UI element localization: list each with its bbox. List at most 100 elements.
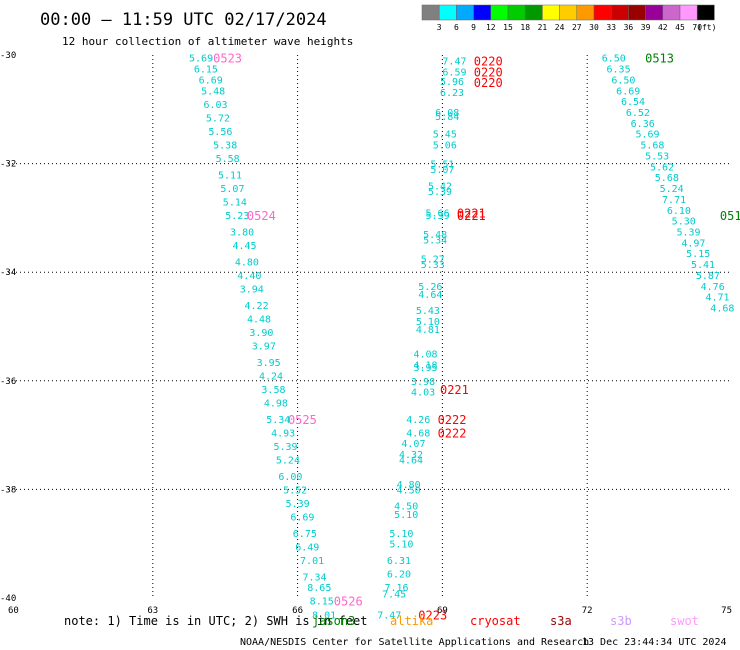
wave-height-value: 5.06	[433, 141, 457, 152]
wave-height-value: 4.80	[235, 257, 259, 268]
wave-height-value: 6.08	[435, 108, 459, 119]
colorbar-swatch	[576, 4, 595, 21]
wave-height-value: 6.54	[621, 97, 645, 108]
wave-height-value: 8.01	[312, 610, 336, 621]
wave-height-value: 5.11	[218, 170, 242, 181]
colorbar-label: 70	[692, 23, 702, 32]
wave-height-value: 5.48	[201, 86, 225, 97]
wave-height-value: 5.38	[213, 141, 237, 152]
wave-height-value: 3.97	[252, 342, 276, 353]
colorbar-swatch	[473, 4, 492, 21]
wave-height-value: 5.34	[423, 236, 447, 247]
wave-height-value: 5.23	[225, 211, 249, 222]
wave-height-value: 5.68	[640, 141, 664, 152]
wave-height-value: 5.43	[416, 306, 440, 317]
wave-height-value: 7.01	[300, 556, 324, 567]
satellite-legend-jason3: jason3	[312, 614, 355, 628]
x-tick-label: 75	[721, 606, 732, 616]
wave-height-value: 3.80	[230, 227, 254, 238]
pass-time-label: 0220	[474, 54, 503, 68]
wave-height-value: 5.68	[655, 173, 679, 184]
wave-height-value: 3.94	[240, 284, 264, 295]
wave-height-value: 4.76	[701, 282, 725, 293]
wave-height-value: 4.50	[394, 502, 418, 513]
y-tick-label: -38	[0, 485, 16, 495]
wave-height-value: 3.95	[413, 363, 437, 374]
wave-height-value: 5.10	[394, 510, 418, 521]
wave-height-value: 5.39	[428, 187, 452, 198]
wave-height-value: 5.62	[650, 162, 674, 173]
colorbar-swatch	[559, 4, 578, 21]
wave-height-value: 5.45	[433, 130, 457, 141]
colorbar-label: 12	[486, 23, 496, 32]
track-track-a: 5.696.156.695.486.035.725.565.385.585.11…	[189, 54, 336, 622]
footer-credit: NOAA/NESDIS Center for Satellite Applica…	[240, 637, 589, 648]
wave-height-value: 5.34	[266, 415, 290, 426]
colorbar-swatch	[696, 4, 715, 21]
colorbar-label: 24	[555, 23, 565, 32]
wave-height-value: 5.42	[428, 181, 452, 192]
colorbar-swatch	[490, 4, 509, 21]
wave-height-value: 6.69	[616, 86, 640, 97]
x-tick-label: 63	[147, 606, 158, 616]
wave-height-value: 4.98	[264, 399, 288, 410]
wave-height-value: 4.08	[413, 350, 437, 361]
pass-time-label: 0222	[438, 426, 467, 440]
pass-time-label: 0220	[474, 65, 503, 79]
wave-height-value: 5.10	[416, 317, 440, 328]
chart-subtitle: 12 hour collection of altimeter wave hei…	[62, 35, 353, 48]
wave-height-value: 5.39	[677, 227, 701, 238]
wave-height-value: 4.32	[399, 450, 423, 461]
wave-height-value: 6.49	[295, 542, 319, 553]
wave-height-value: 5.69	[635, 130, 659, 141]
wave-height-value: 5.27	[421, 255, 445, 266]
colorbar-swatch	[421, 4, 440, 21]
wave-height-value: 6.59	[442, 67, 466, 78]
colorbar-label: 33	[606, 23, 616, 32]
wave-height-value: 4.64	[418, 290, 442, 301]
wave-height-value: 4.68	[406, 428, 430, 439]
x-tick-label: 69	[437, 606, 448, 616]
x-tick-label: 60	[8, 606, 19, 616]
pass-time-label: 0220	[474, 76, 503, 90]
wave-height-value: 5.41	[691, 260, 715, 271]
wave-height-value: 6.50	[602, 54, 626, 65]
wave-height-value: 5.69	[189, 54, 213, 65]
wave-height-value: 7.16	[384, 583, 408, 594]
wave-height-value: 8.65	[307, 583, 331, 594]
track-track-b: 7.476.595.966.236.085.845.455.065.515.07…	[377, 56, 466, 621]
wave-height-value: 6.69	[290, 513, 314, 524]
wave-height-value: 5.52	[283, 485, 307, 496]
satellite-legend: jason3 altika cryosat s3a s3b swot	[312, 614, 699, 628]
pass-time-label: 0513	[645, 52, 674, 66]
wave-height-value: 7.34	[302, 572, 326, 583]
satellite-legend-s3b: s3b	[610, 614, 632, 628]
wave-height-value: 4.50	[397, 485, 421, 496]
wave-height-value: 5.51	[430, 160, 454, 171]
wave-height-value: 4.40	[237, 271, 261, 282]
wave-height-value: 6.69	[199, 75, 223, 86]
satellite-legend-cryosat: cryosat	[470, 614, 521, 628]
wave-height-value: 5.26	[418, 282, 442, 293]
colorbar-swatch	[645, 4, 664, 21]
wave-height-value: 5.15	[686, 249, 710, 260]
wave-height-value: 5.66	[426, 208, 450, 219]
colorbar-swatch	[662, 4, 681, 21]
wave-height-value: 3.98	[411, 377, 435, 388]
wave-height-value: 5.96	[440, 77, 464, 88]
colorbar-swatch	[438, 4, 457, 21]
wave-height-value: 5.48	[423, 230, 447, 241]
wave-height-value: 5.14	[223, 198, 247, 209]
pass-time-label: 0221	[457, 209, 486, 223]
pass-time-label: 0525	[288, 413, 317, 427]
colorbar-swatch	[610, 4, 629, 21]
wave-height-value: 4.97	[681, 238, 705, 249]
wave-height-value: 6.35	[607, 65, 631, 76]
grid-lines	[8, 55, 732, 598]
colorbar-label: 21	[538, 23, 548, 32]
colorbar-swatch	[524, 4, 543, 21]
colorbar-label: 45	[675, 23, 685, 32]
colorbar-swatch	[679, 4, 698, 21]
colorbar-label: 30	[589, 23, 599, 32]
